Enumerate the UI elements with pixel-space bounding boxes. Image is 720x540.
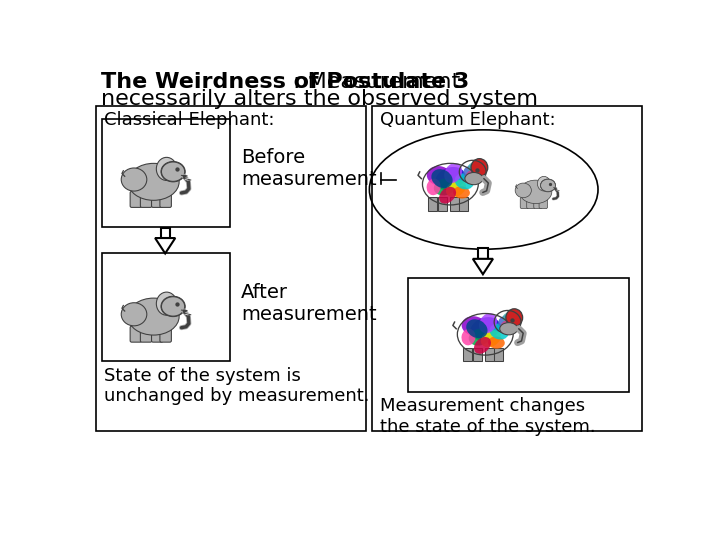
Ellipse shape [503,313,518,325]
Bar [451,198,459,211]
Ellipse shape [161,296,185,316]
Ellipse shape [474,337,491,354]
Polygon shape [155,238,175,253]
Ellipse shape [427,179,441,195]
Ellipse shape [470,317,500,340]
Ellipse shape [468,163,483,175]
Ellipse shape [465,172,482,185]
Ellipse shape [490,323,509,340]
Ellipse shape [462,329,475,346]
Bar [438,198,447,211]
Polygon shape [473,259,493,274]
Ellipse shape [455,173,474,190]
Ellipse shape [427,166,451,186]
Ellipse shape [481,330,501,347]
Text: Before
measurement: Before measurement [241,148,377,189]
Bar [478,248,487,259]
Ellipse shape [128,298,179,335]
Ellipse shape [439,187,456,204]
FancyBboxPatch shape [527,197,535,208]
Ellipse shape [506,309,523,327]
Ellipse shape [488,336,505,349]
FancyBboxPatch shape [130,326,142,342]
Ellipse shape [161,161,185,182]
Ellipse shape [500,320,515,332]
Ellipse shape [537,177,550,191]
Bar [473,348,482,361]
Ellipse shape [466,170,480,181]
Ellipse shape [161,296,185,316]
Bar [372,106,642,430]
Ellipse shape [540,179,556,192]
FancyBboxPatch shape [151,191,163,207]
FancyBboxPatch shape [160,191,171,207]
Text: State of the system is
unchanged by measurement.: State of the system is unchanged by meas… [104,367,369,406]
Ellipse shape [453,186,470,199]
Ellipse shape [519,180,552,204]
Ellipse shape [479,313,497,333]
Ellipse shape [436,167,465,190]
FancyBboxPatch shape [521,197,528,208]
Ellipse shape [515,183,531,198]
Ellipse shape [128,164,179,200]
Text: After
measurement: After measurement [241,283,377,324]
Ellipse shape [121,168,147,191]
Text: Classical Elephant:: Classical Elephant: [104,111,274,129]
Ellipse shape [541,179,555,192]
Bar [161,228,170,238]
Ellipse shape [471,159,487,177]
Ellipse shape [444,163,462,183]
Ellipse shape [431,169,453,188]
Text: : Measurement: : Measurement [293,72,460,92]
Bar [102,253,230,361]
Ellipse shape [467,319,487,338]
Ellipse shape [500,323,518,335]
Bar [494,348,503,361]
Bar [96,106,366,430]
Ellipse shape [462,316,487,336]
Ellipse shape [446,180,466,197]
Ellipse shape [433,178,456,195]
FancyBboxPatch shape [140,326,152,342]
Bar [408,278,629,392]
FancyBboxPatch shape [130,191,142,207]
Bar [102,119,230,226]
Bar [459,198,468,211]
Ellipse shape [161,162,185,181]
Bar [428,198,437,211]
Text: necessarily alters the observed system: necessarily alters the observed system [101,90,538,110]
FancyBboxPatch shape [534,197,542,208]
Ellipse shape [121,303,147,326]
Ellipse shape [156,157,177,180]
Text: Quantum Elephant:: Quantum Elephant: [380,111,555,129]
FancyBboxPatch shape [539,197,547,208]
Ellipse shape [498,315,515,329]
FancyBboxPatch shape [151,326,163,342]
Text: Measurement changes
the state of the system.: Measurement changes the state of the sys… [380,397,595,436]
FancyBboxPatch shape [140,191,152,207]
Ellipse shape [463,165,480,179]
Ellipse shape [156,292,177,315]
Bar [485,348,494,361]
Text: The Weirdness of Postulate 3: The Weirdness of Postulate 3 [101,72,469,92]
Ellipse shape [469,328,490,346]
FancyBboxPatch shape [160,326,171,342]
Bar [463,348,472,361]
